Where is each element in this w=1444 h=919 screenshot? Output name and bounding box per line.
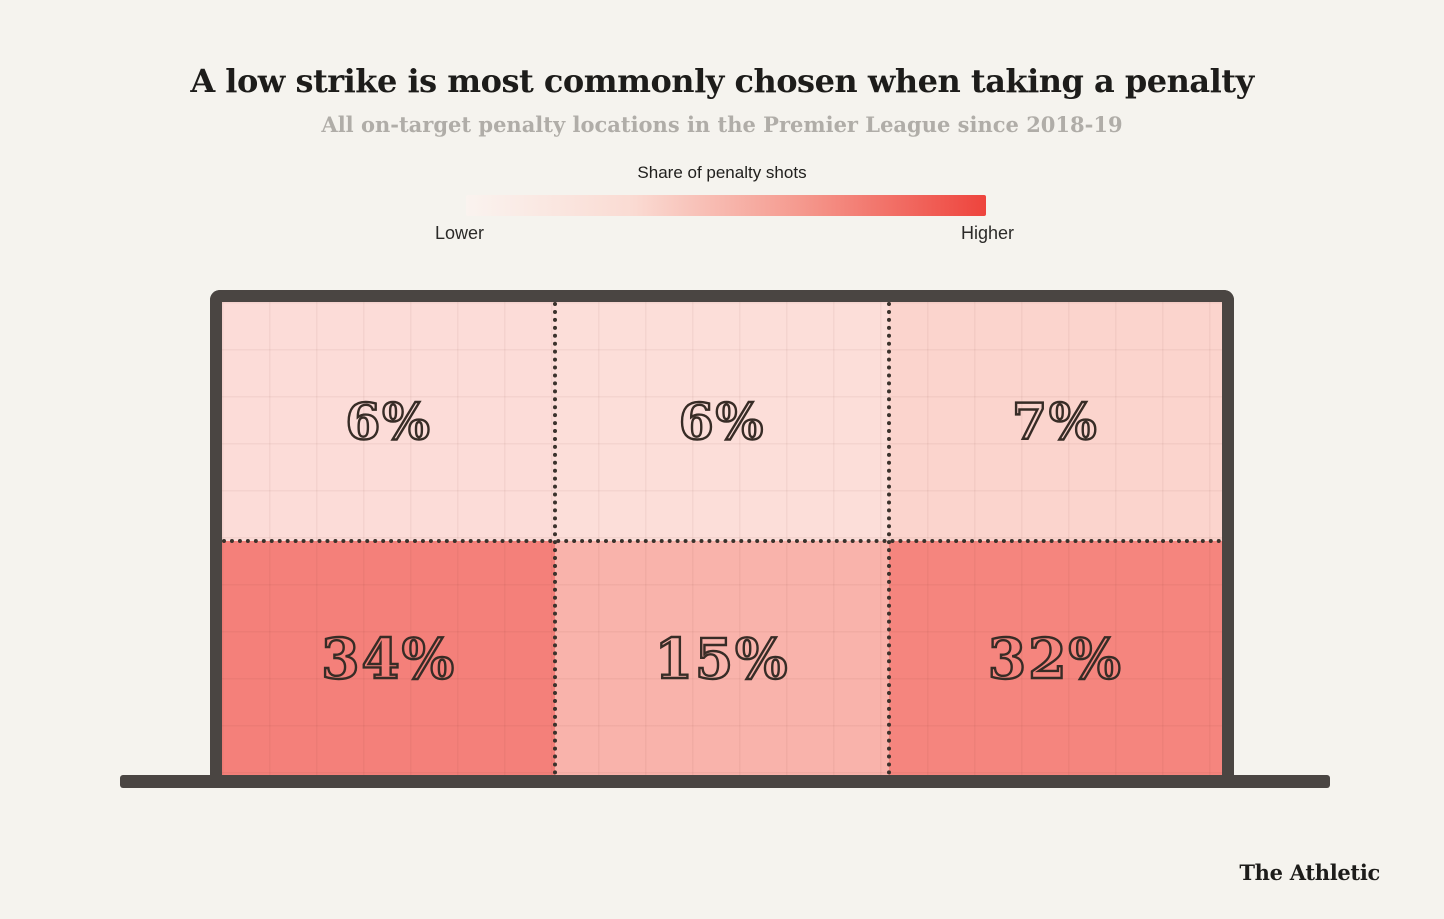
cell-value-label: 6% — [344, 391, 432, 452]
cell-value-label: 32% — [987, 624, 1123, 691]
legend-title: Share of penalty shots — [637, 163, 807, 182]
cell-value-label: 15% — [653, 624, 790, 691]
goal-frame: 6% 6% 7% 34% 15% 32% — [210, 290, 1234, 775]
heatmap-cell-bottom-left: 34% — [222, 541, 556, 775]
chart-title: A low strike is most commonly chosen whe… — [190, 62, 1254, 100]
legend-gradient-bar — [466, 195, 986, 216]
heatmap-cell-bottom-center: 15% — [555, 541, 889, 775]
heatmap-cell-top-right: 7% — [888, 302, 1222, 541]
cell-value-label: 34% — [320, 624, 457, 691]
heatmap-grid: 6% 6% 7% 34% 15% 32% — [222, 302, 1222, 775]
the-athletic-logo: The Athletic — [1239, 860, 1380, 885]
chart-subtitle: All on-target penalty locations in the P… — [321, 112, 1123, 137]
cell-value-label: 6% — [678, 391, 766, 452]
heatmap-cell-top-center: 6% — [555, 302, 889, 541]
heatmap-cell-bottom-right: 32% — [888, 541, 1222, 775]
legend-min-label: Lower — [435, 223, 485, 243]
legend-max-label: Higher — [960, 223, 1014, 243]
heatmap-cell-top-left: 6% — [222, 302, 556, 541]
cell-value-label: 7% — [1011, 391, 1099, 452]
ground-line — [120, 775, 1330, 788]
